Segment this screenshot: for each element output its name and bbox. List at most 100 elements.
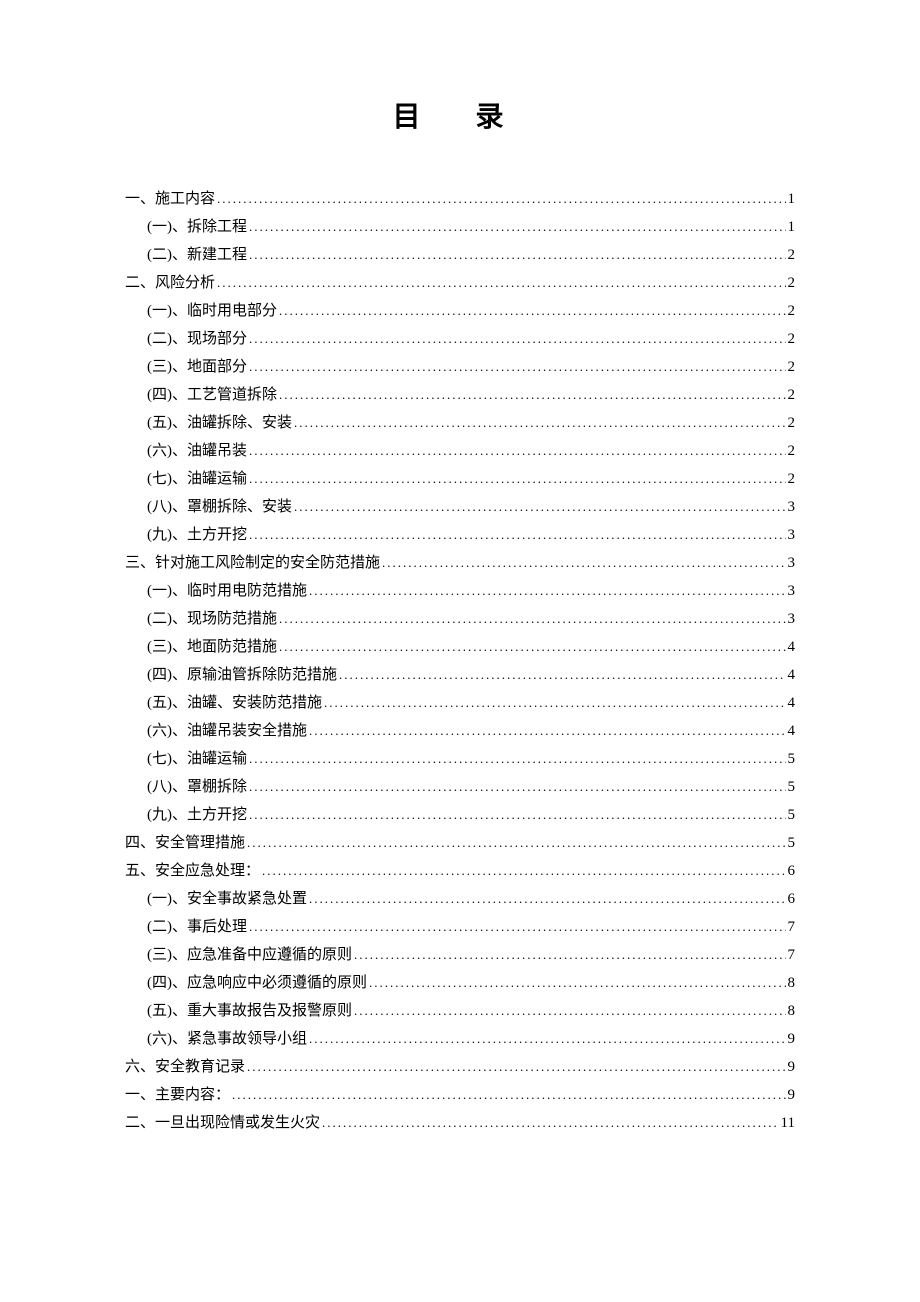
toc-entry-label: (八)、罩棚拆除 <box>147 774 247 801</box>
toc-leader-dots <box>279 297 786 325</box>
toc-entry: (九)、土方开挖 5 <box>125 801 795 829</box>
toc-entry-page: 5 <box>788 774 796 801</box>
toc-entry-page: 2 <box>788 354 796 381</box>
toc-leader-dots <box>294 493 786 521</box>
toc-entry-label: (一)、临时用电防范措施 <box>147 578 307 605</box>
toc-entry: 四、安全管理措施5 <box>125 829 795 857</box>
toc-entry: (二)、新建工程 2 <box>125 241 795 269</box>
toc-leader-dots <box>354 941 786 969</box>
toc-leader-dots <box>249 325 786 353</box>
toc-entry-label: 六、安全教育记录 <box>125 1054 245 1081</box>
toc-entry-page: 4 <box>788 662 796 689</box>
toc-entry-label: (六)、紧急事故领导小组 <box>147 1026 307 1053</box>
toc-entry-label: (七)、油罐运输 <box>147 466 247 493</box>
toc-entry-label: (三)、地面防范措施 <box>147 634 277 661</box>
toc-entry: (三)、地面部分2 <box>125 353 795 381</box>
toc-entry-label: (九)、土方开挖 <box>147 802 247 829</box>
toc-entry-label: (二)、现场防范措施 <box>147 606 277 633</box>
toc-leader-dots <box>322 1109 779 1137</box>
toc-entry: (四)、工艺管道拆除 2 <box>125 381 795 409</box>
toc-leader-dots <box>279 633 786 661</box>
toc-entry-page: 2 <box>788 326 796 353</box>
toc-entry-label: (七)、油罐运输 <box>147 746 247 773</box>
toc-entry-label: 四、安全管理措施 <box>125 830 245 857</box>
toc-entry-label: (二)、现场部分 <box>147 326 247 353</box>
table-of-contents: 一、施工内容1(一)、拆除工程1(二)、新建工程2二、风险分析2(一)、临时用电… <box>125 185 795 1137</box>
toc-entry-page: 8 <box>788 998 796 1025</box>
toc-entry-page: 7 <box>788 942 796 969</box>
toc-entry-page: 11 <box>781 1110 795 1137</box>
toc-entry-page: 9 <box>788 1054 796 1081</box>
toc-entry: 三、针对施工风险制定的安全防范措施3 <box>125 549 795 577</box>
toc-entry-page: 3 <box>788 606 796 633</box>
toc-entry-page: 6 <box>788 886 796 913</box>
toc-entry-label: (五)、油罐拆除、安装 <box>147 410 292 437</box>
toc-entry-page: 2 <box>788 382 796 409</box>
toc-entry-label: 三、针对施工风险制定的安全防范措施 <box>125 550 380 577</box>
toc-leader-dots <box>339 661 786 689</box>
toc-leader-dots <box>249 521 786 549</box>
toc-entry: (四)、应急响应中必须遵循的原则8 <box>125 969 795 997</box>
toc-entry: 一、主要内容： 9 <box>125 1081 795 1109</box>
toc-entry-label: 二、一旦出现险情或发生火灾 <box>125 1110 320 1137</box>
toc-leader-dots <box>354 997 786 1025</box>
toc-entry-label: (二)、新建工程 <box>147 242 247 269</box>
toc-entry-page: 1 <box>788 214 796 241</box>
toc-leader-dots <box>249 353 786 381</box>
toc-entry-page: 9 <box>788 1082 796 1109</box>
toc-title: 目 录 <box>125 95 795 135</box>
toc-leader-dots <box>369 969 786 997</box>
toc-entry-label: 二、风险分析 <box>125 270 215 297</box>
toc-entry: (一)、拆除工程 1 <box>125 213 795 241</box>
toc-entry: (六)、油罐吊装 2 <box>125 437 795 465</box>
toc-entry-label: 一、施工内容 <box>125 186 215 213</box>
toc-leader-dots <box>249 213 786 241</box>
toc-entry-page: 2 <box>788 242 796 269</box>
toc-entry-page: 3 <box>788 578 796 605</box>
toc-entry-label: (六)、油罐吊装 <box>147 438 247 465</box>
toc-entry-label: (四)、应急响应中必须遵循的原则 <box>147 970 367 997</box>
toc-leader-dots <box>279 605 786 633</box>
toc-entry: (一)、临时用电部分 2 <box>125 297 795 325</box>
toc-entry-label: (五)、重大事故报告及报警原则 <box>147 998 352 1025</box>
toc-entry: (五)、油罐拆除、安装2 <box>125 409 795 437</box>
toc-entry-label: (四)、原输油管拆除防范措施 <box>147 662 337 689</box>
toc-leader-dots <box>382 549 785 577</box>
toc-entry-label: (四)、工艺管道拆除 <box>147 382 277 409</box>
toc-entry-label: 五、安全应急处理： <box>125 858 260 885</box>
toc-entry: (二)、事后处理7 <box>125 913 795 941</box>
toc-leader-dots <box>249 241 786 269</box>
toc-leader-dots <box>217 185 785 213</box>
toc-entry: 二、一旦出现险情或发生火灾 11 <box>125 1109 795 1137</box>
toc-leader-dots <box>309 1025 786 1053</box>
toc-entry: (九)、土方开挖3 <box>125 521 795 549</box>
toc-leader-dots <box>249 801 786 829</box>
toc-leader-dots <box>262 857 785 885</box>
toc-entry-label: (六)、油罐吊装安全措施 <box>147 718 307 745</box>
toc-entry-page: 3 <box>788 494 796 521</box>
toc-entry-page: 2 <box>788 270 796 297</box>
toc-leader-dots <box>249 745 786 773</box>
toc-entry-label: 一、主要内容： <box>125 1082 230 1109</box>
toc-leader-dots <box>247 829 785 857</box>
toc-leader-dots <box>217 269 785 297</box>
toc-entry-page: 2 <box>788 298 796 325</box>
toc-entry-label: (八)、罩棚拆除、安装 <box>147 494 292 521</box>
toc-entry-label: (一)、安全事故紧急处置 <box>147 886 307 913</box>
toc-entry-page: 4 <box>788 690 796 717</box>
toc-entry-page: 4 <box>788 718 796 745</box>
toc-entry-page: 5 <box>788 746 796 773</box>
toc-entry-label: (二)、事后处理 <box>147 914 247 941</box>
toc-leader-dots <box>309 885 786 913</box>
toc-entry: (五)、油罐、安装防范措施4 <box>125 689 795 717</box>
toc-entry: (一)、临时用电防范措施 3 <box>125 577 795 605</box>
toc-entry-page: 2 <box>788 438 796 465</box>
toc-entry-page: 4 <box>788 634 796 661</box>
toc-entry: (七)、油罐运输 5 <box>125 745 795 773</box>
toc-entry: (六)、紧急事故领导小组9 <box>125 1025 795 1053</box>
toc-entry-page: 2 <box>788 466 796 493</box>
toc-entry-label: (一)、拆除工程 <box>147 214 247 241</box>
toc-entry-label: (一)、临时用电部分 <box>147 298 277 325</box>
toc-entry-page: 5 <box>788 802 796 829</box>
toc-entry-label: (三)、应急准备中应遵循的原则 <box>147 942 352 969</box>
